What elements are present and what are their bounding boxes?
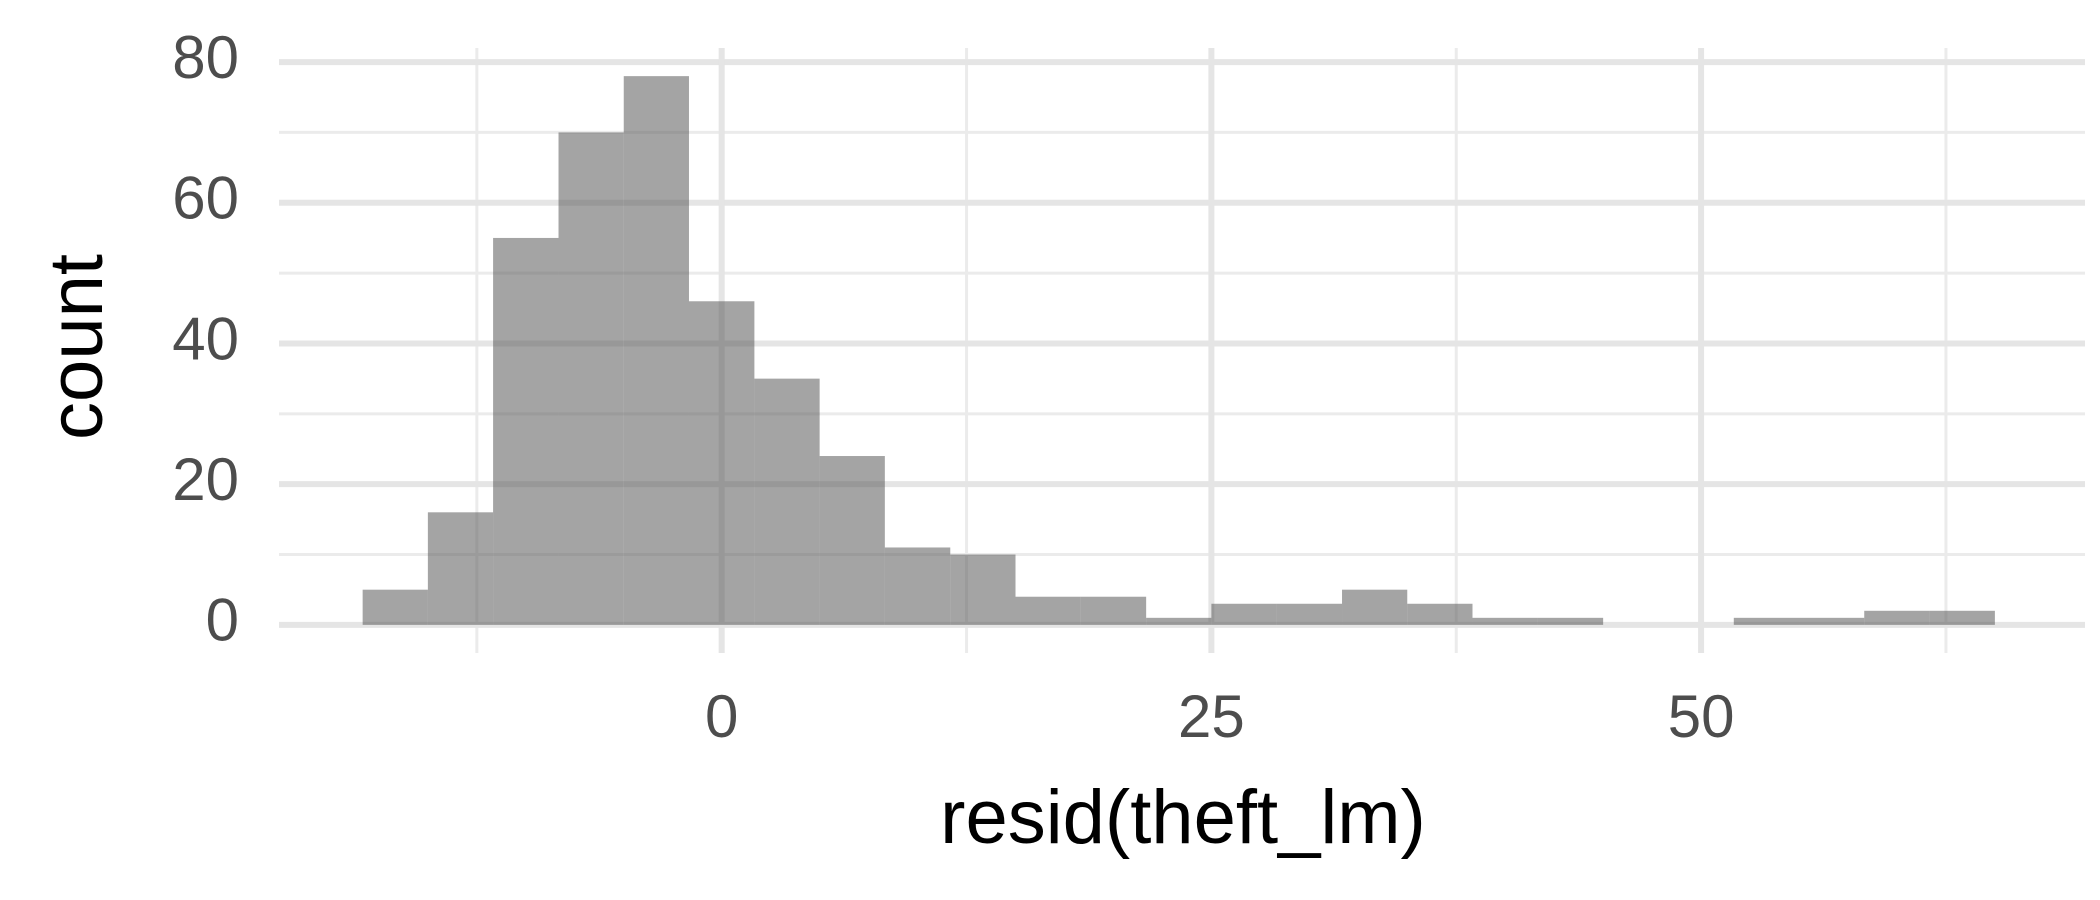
bar bbox=[1799, 617, 1865, 625]
bar bbox=[427, 512, 494, 625]
bar bbox=[623, 76, 689, 625]
bar bbox=[754, 378, 820, 625]
y-tick-label: 40 bbox=[172, 305, 239, 372]
bar bbox=[558, 132, 624, 625]
bar bbox=[884, 547, 951, 625]
bar bbox=[1015, 596, 1081, 625]
bar bbox=[362, 589, 428, 625]
bar bbox=[1864, 610, 1930, 625]
bar bbox=[950, 554, 1016, 625]
bar bbox=[1929, 610, 1995, 625]
bar bbox=[1211, 603, 1277, 625]
y-tick-label: 20 bbox=[172, 446, 239, 513]
bar bbox=[1146, 617, 1212, 625]
bar bbox=[493, 237, 559, 625]
bar bbox=[1276, 603, 1343, 625]
y-axis-title: count bbox=[34, 254, 119, 440]
bar bbox=[1342, 589, 1408, 625]
bar bbox=[1733, 617, 1800, 625]
y-tick-label: 0 bbox=[206, 587, 239, 654]
y-tick-label: 80 bbox=[172, 24, 239, 91]
x-tick-label: 50 bbox=[1668, 683, 1735, 750]
bar bbox=[688, 301, 755, 625]
bar bbox=[1537, 617, 1604, 625]
bar bbox=[819, 456, 885, 625]
bar bbox=[1472, 617, 1538, 625]
y-tick-label: 60 bbox=[172, 165, 239, 232]
bar bbox=[1407, 603, 1473, 625]
bar bbox=[1080, 596, 1147, 625]
x-tick-label: 0 bbox=[705, 683, 738, 750]
x-axis-title: resid(theft_lm) bbox=[940, 775, 1426, 860]
x-tick-label: 25 bbox=[1178, 683, 1245, 750]
